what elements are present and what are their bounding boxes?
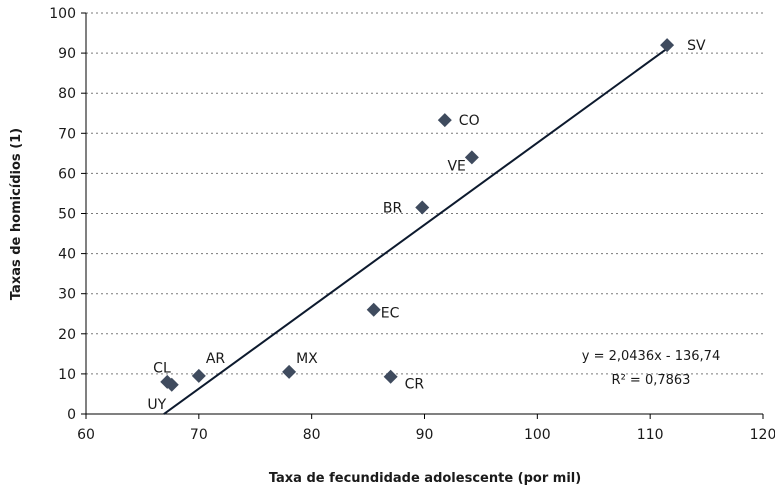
- y-tick-label-100: 100: [49, 6, 76, 22]
- data-point-ec: [366, 302, 381, 317]
- y-tick-label-90: 90: [58, 46, 76, 62]
- trendline-group: [163, 47, 668, 415]
- data-point-br: [415, 200, 430, 215]
- y-tick-label-20: 20: [58, 327, 76, 343]
- y-tick-label-0: 0: [67, 407, 76, 423]
- point-label-co: CO: [459, 113, 480, 129]
- tick-labels: 0 10 20 30 40 50 60 70 80 90 100 60 70 80 90 100 110 120: [49, 6, 775, 443]
- point-label-mx: MX: [296, 351, 318, 367]
- x-tick-label-60: 60: [77, 427, 95, 443]
- trendline: [163, 47, 668, 415]
- data-point-ar: [191, 368, 206, 383]
- y-tick-label-60: 60: [58, 166, 76, 182]
- y-tick-label-30: 30: [58, 287, 76, 303]
- x-tick-label-90: 90: [416, 427, 434, 443]
- data-points: [160, 38, 675, 392]
- y-tick-label-50: 50: [58, 207, 76, 223]
- x-axis-title: Taxa de fecundidade adolescente (por mil…: [269, 471, 581, 486]
- r-squared-label: R² = 0,7863: [612, 373, 691, 388]
- y-axis-title: Taxas de homicídios (1): [9, 128, 24, 300]
- x-tick-label-80: 80: [303, 427, 321, 443]
- trendline-equation: y = 2,0436x - 136,74: [582, 349, 720, 364]
- y-tick-label-70: 70: [58, 126, 76, 142]
- gridlines: [86, 12, 763, 375]
- point-label-cl: CL: [153, 361, 171, 377]
- x-tick-label-110: 110: [637, 427, 664, 443]
- y-tick-label-80: 80: [58, 86, 76, 102]
- y-tick-label-40: 40: [58, 247, 76, 263]
- x-tick-label-120: 120: [750, 427, 775, 443]
- point-labels: SV CO VE BR EC MX CR AR CL UY: [147, 38, 706, 413]
- point-label-sv: SV: [687, 38, 706, 54]
- data-point-mx: [282, 364, 297, 379]
- point-label-ar: AR: [206, 351, 226, 367]
- point-label-br: BR: [383, 200, 403, 216]
- x-tick-label-70: 70: [190, 427, 208, 443]
- data-point-ve: [464, 150, 479, 165]
- data-point-uy: [160, 374, 175, 389]
- point-label-ec: EC: [381, 306, 400, 322]
- axes: [81, 12, 764, 419]
- point-label-ve: VE: [447, 158, 465, 174]
- data-point-co: [437, 113, 452, 128]
- x-tick-label-100: 100: [524, 427, 551, 443]
- data-point-cr: [383, 369, 398, 384]
- point-label-uy: UY: [147, 397, 166, 413]
- point-label-cr: CR: [405, 377, 425, 393]
- y-tick-label-10: 10: [58, 367, 76, 383]
- data-point-sv: [660, 38, 675, 53]
